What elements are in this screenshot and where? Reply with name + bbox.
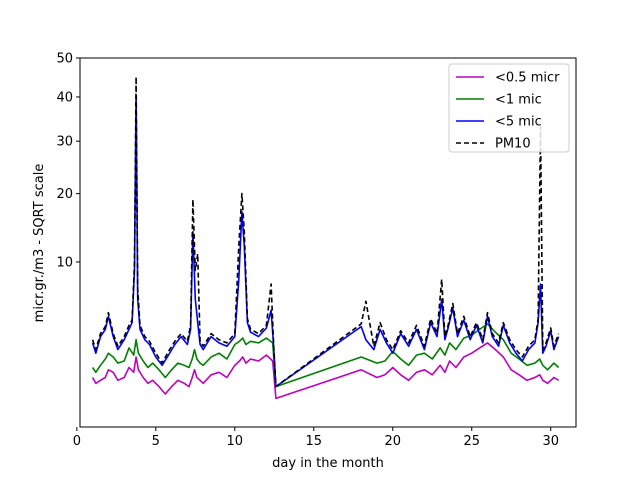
legend-box [448,63,570,153]
series-line-3 [91,76,560,388]
x-tick-label: 15 [306,434,323,449]
legend-label: PM10 [495,137,531,152]
x-tick-label: 0 [73,434,81,449]
legend-label: <0.5 micr [495,71,560,86]
legend-label: <1 mic [495,93,542,108]
x-tick-label: 5 [152,434,160,449]
x-tick-label: 20 [384,434,401,449]
y-tick-label: 20 [56,187,73,202]
y-tick-label: 30 [56,135,73,150]
x-tick-label: 10 [227,434,244,449]
legend: <0.5 micr <1 mic <5 mic PM10 [448,63,570,153]
series-line-1 [91,323,560,388]
x-tick-label: 25 [463,434,480,449]
y-tick-label: 40 [56,90,73,105]
y-axis-label: micr.gr./m3 - SQRT scale [32,164,47,323]
x-tick-label: 30 [542,434,559,449]
series-line-0 [91,342,560,400]
series-line-2 [91,96,560,388]
x-axis-ticks: 0 5 10 15 20 25 30 [73,427,559,449]
y-tick-label: 10 [56,255,73,270]
y-tick-label: 50 [56,52,73,67]
y-axis-ticks: 10 20 30 40 50 [56,52,80,270]
legend-label: <5 mic [495,115,542,130]
series-lines [91,76,560,400]
plot-frame [79,57,577,428]
x-axis-label: day in the month [272,456,384,471]
